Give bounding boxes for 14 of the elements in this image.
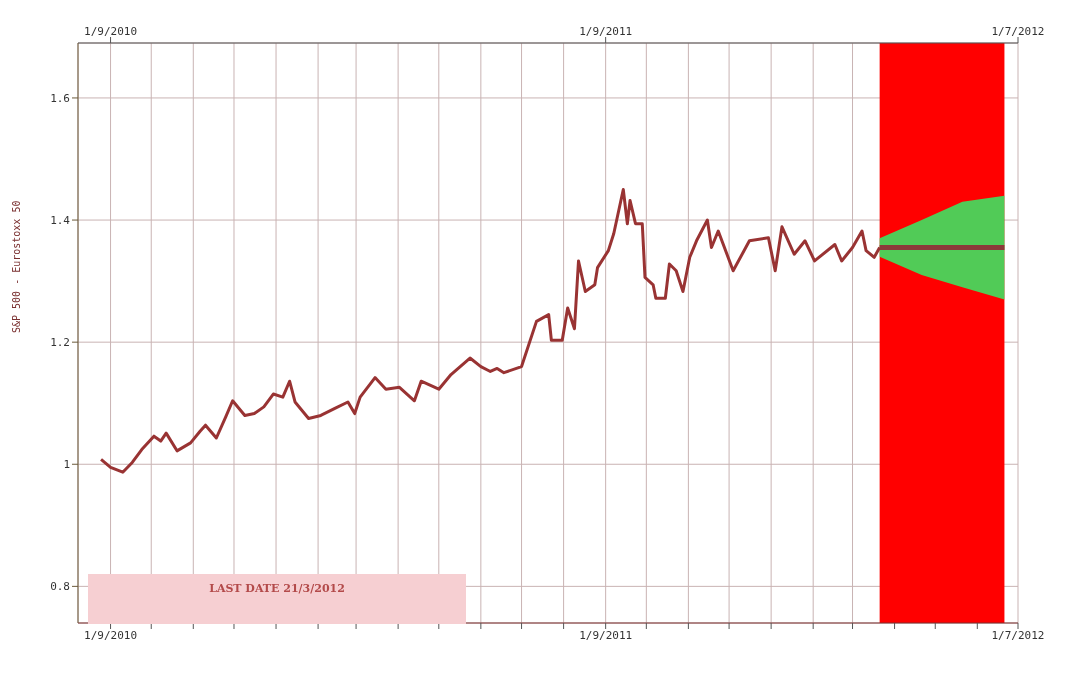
x2-tick-label: 1/9/2011 bbox=[579, 628, 633, 642]
note-box: LAST DATE 21/3/2012 bbox=[88, 574, 466, 624]
y-tick-label: 1.4 bbox=[50, 213, 71, 227]
annotation: LAST DATE 21/3/2012 bbox=[209, 582, 345, 595]
y-tick-label: 0.8 bbox=[50, 580, 70, 594]
x-tick-label: 1/9/2011 bbox=[579, 25, 633, 38]
y-axis-title: S&P 500 - Eurostoxx 50 bbox=[10, 200, 22, 333]
x-tick-label: 1/7/2012 bbox=[991, 25, 1045, 38]
x2-tick-label: 1/7/2012 bbox=[991, 628, 1045, 642]
x-tick-label: 1/9/2010 bbox=[84, 25, 138, 38]
y-tick-label: 1.2 bbox=[50, 336, 70, 350]
y-tick-label: 1.6 bbox=[50, 91, 70, 105]
y-tick-label: 1 bbox=[63, 458, 70, 472]
x2-tick-label: 1/9/2010 bbox=[84, 628, 138, 642]
